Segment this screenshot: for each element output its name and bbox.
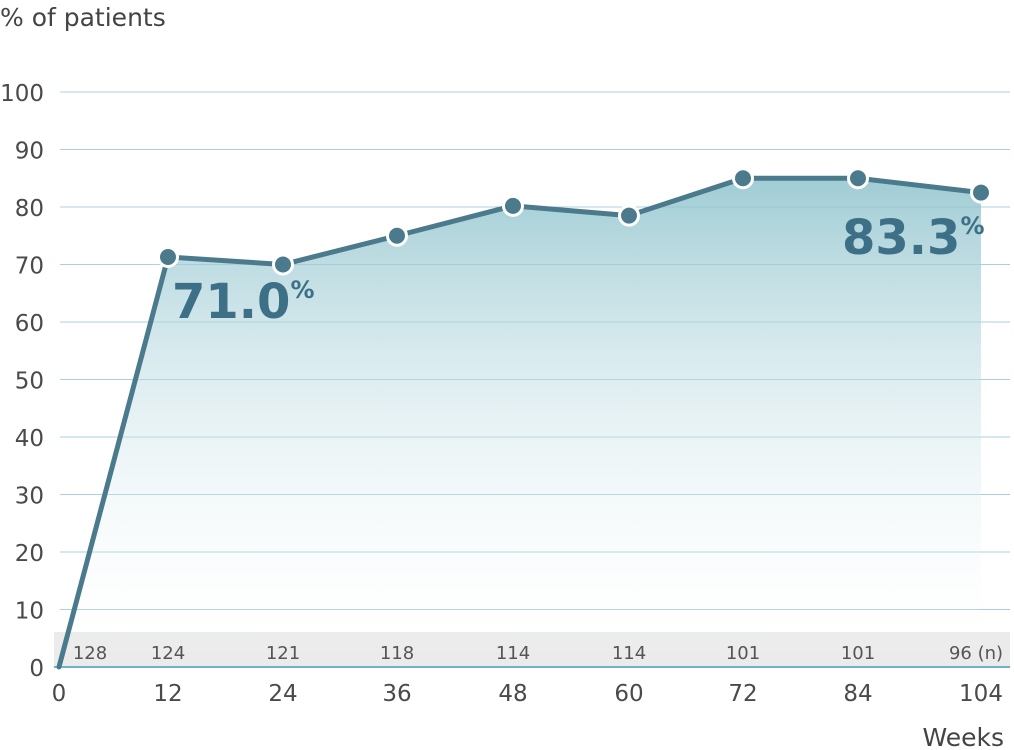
y-tick-label: 50 [15,369,44,395]
n-count-label: 101 [726,643,760,664]
area-fill [59,178,981,667]
data-point [502,194,524,217]
data-point [618,204,640,227]
x-tick-label: 36 [382,681,411,707]
x-tick-label: 0 [52,681,67,707]
n-count-label: 128 [73,643,107,664]
data-point [970,181,992,204]
data-point [732,167,754,190]
y-tick-label: 80 [15,196,44,222]
y-tick-label: 0 [29,656,44,682]
n-count-label: 114 [496,643,530,664]
x-tick-label: 12 [153,681,182,707]
n-count-label: 114 [612,643,646,664]
data-point [157,246,179,269]
y-tick-label: 10 [15,599,44,625]
x-tick-label: 72 [728,681,757,707]
data-point [386,224,408,247]
n-count-label: 96 (n) [949,643,1003,664]
y-tick-label: 40 [15,426,44,452]
n-count-label: 121 [266,643,300,664]
y-tick-label: 70 [15,254,44,280]
x-tick-label: 104 [959,681,1003,707]
callout-value: 71.0% [172,274,314,330]
x-axis-title: Weeks [922,723,1004,750]
y-tick-label: 20 [15,541,44,567]
x-tick-label: 48 [498,681,527,707]
x-tick-label: 60 [614,681,643,707]
callout-value: 83.3% [842,210,984,266]
y-tick-label: 60 [15,311,44,337]
n-count-label: 118 [380,643,414,664]
y-axis-title: % of patients [0,3,166,32]
x-tick-label: 84 [843,681,872,707]
n-count-label: 101 [841,643,875,664]
y-tick-label: 90 [15,139,44,165]
n-count-label: 124 [151,643,185,664]
x-tick-label: 24 [268,681,297,707]
data-point [847,167,869,190]
data-point [272,253,294,276]
y-tick-label: 100 [0,81,44,107]
y-tick-label: 30 [15,484,44,510]
